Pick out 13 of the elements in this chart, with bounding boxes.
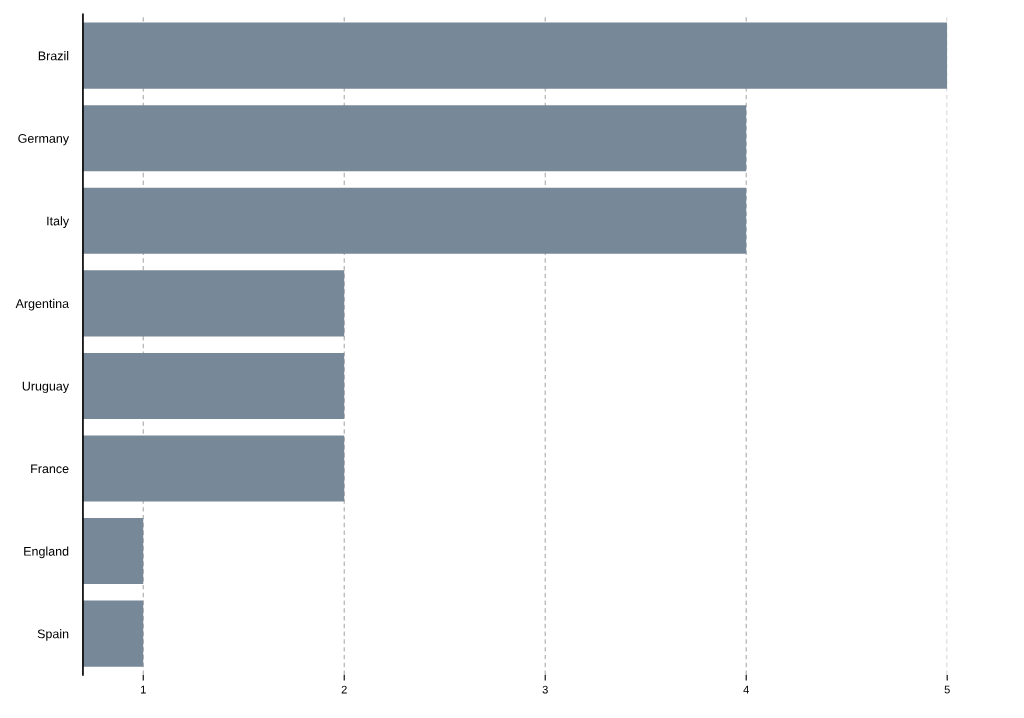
y-tick-label: Brazil <box>38 51 69 61</box>
y-tick-label: Italy <box>47 216 70 228</box>
x-tick-label: 1 <box>141 685 146 694</box>
y-tick-label: Germany <box>18 134 70 146</box>
x-tick-label: 2 <box>341 685 347 694</box>
y-tick-label: Argentina <box>15 298 70 311</box>
y-tick-label: Uruguay <box>22 381 70 394</box>
y-tick-label: Spain <box>37 629 69 641</box>
y-tick-label: England <box>24 546 69 559</box>
y-tick-label: France <box>31 464 69 474</box>
x-tick-label: 5 <box>944 685 950 694</box>
x-tick-label: 3 <box>542 685 548 694</box>
x-tick-label: 4 <box>743 685 749 694</box>
